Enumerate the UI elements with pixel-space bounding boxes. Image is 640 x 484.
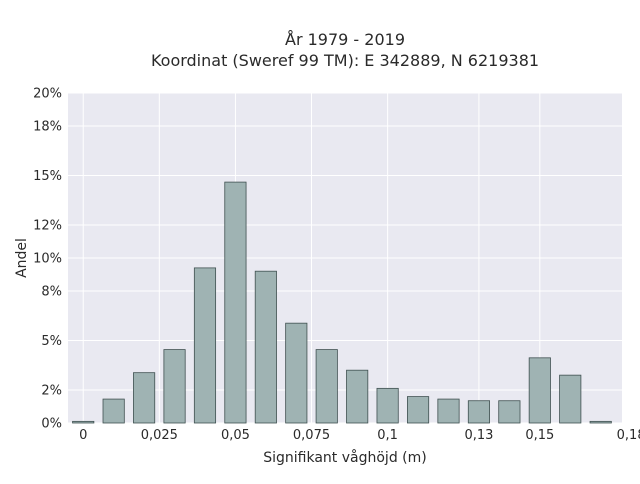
histogram-bar — [528, 357, 551, 424]
y-tick-label: 10% — [33, 252, 62, 267]
histogram-bar — [133, 372, 156, 424]
histogram-bar — [559, 374, 582, 424]
x-tick-label: 0,1 — [377, 428, 398, 443]
histogram-bar — [346, 369, 369, 424]
x-tick-label: 0,075 — [293, 428, 330, 443]
x-tick-label: 0,15 — [525, 428, 554, 443]
y-tick-label: 0% — [41, 417, 62, 432]
bars — [72, 181, 612, 424]
histogram-bar — [193, 267, 217, 424]
histogram-bar — [224, 181, 247, 424]
histogram-bar — [285, 322, 308, 424]
histogram-bar — [254, 270, 277, 424]
chart-title-line2: Koordinat (Sweref 99 TM): E 342889, N 62… — [151, 51, 539, 70]
x-tick-label: 0,025 — [141, 428, 178, 443]
y-tick-label: 2% — [41, 384, 62, 399]
histogram-bar — [315, 349, 338, 424]
y-tick-label: 18% — [33, 120, 62, 135]
x-tick-label: 0 — [79, 428, 87, 443]
y-tick-label: 12% — [33, 219, 62, 234]
histogram-bar — [72, 420, 95, 424]
grid-lines — [68, 92, 632, 424]
histogram-bar — [407, 396, 430, 424]
y-tick-label: 8% — [41, 285, 62, 300]
x-tick-label: 0,18 — [617, 428, 640, 443]
x-axis-title: Signifikant våghöjd (m) — [263, 449, 426, 466]
y-tick-label: 5% — [41, 334, 62, 349]
histogram-bar — [437, 398, 460, 424]
y-axis-ticks: 0% 2% 5% 8% 10% 12% 15% 18% 20% — [33, 87, 62, 432]
histogram-bar — [467, 400, 490, 424]
histogram-bar — [376, 387, 399, 424]
histogram-bar — [163, 349, 186, 424]
y-axis-title: Andel — [14, 238, 30, 278]
x-tick-label: 0,13 — [464, 428, 493, 443]
histogram-bar — [589, 420, 612, 424]
chart-title-line1: År 1979 - 2019 — [285, 30, 405, 49]
x-axis-ticks: 0 0,025 0,05 0,075 0,1 0,13 0,15 0,18 — [79, 428, 640, 443]
histogram-bar — [498, 400, 521, 424]
x-tick-label: 0,05 — [221, 428, 250, 443]
histogram-bar — [102, 398, 125, 424]
y-tick-label: 15% — [33, 169, 62, 184]
y-tick-label: 20% — [33, 87, 62, 102]
